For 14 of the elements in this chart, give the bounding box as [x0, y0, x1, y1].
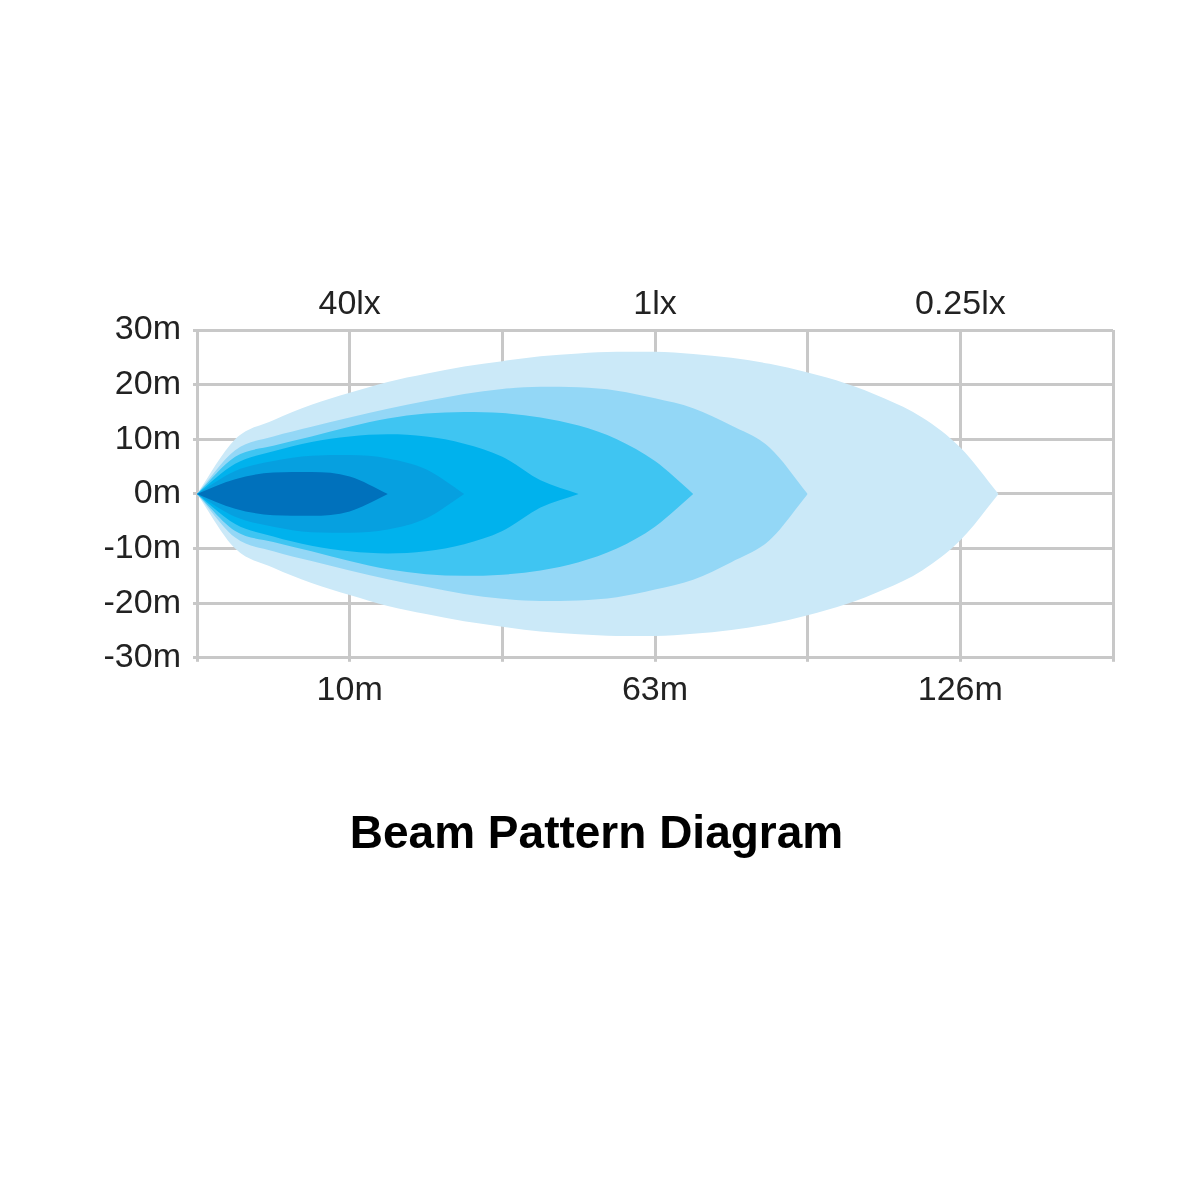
text: 40lx [318, 283, 381, 322]
y-tick-label: -20m [103, 581, 181, 620]
y-tick-label: -30m [103, 636, 181, 675]
y-tick-label: 10m [114, 417, 181, 456]
x-tick-label: 126m [917, 668, 1003, 707]
text: 0.25lx [914, 283, 1006, 322]
x-tick-label: 10m [316, 668, 383, 707]
y-tick-label: 20m [114, 363, 181, 402]
x-tick-label: 63m [621, 668, 689, 707]
y-tick-label: -10m [103, 526, 181, 565]
y-tick-label: 30m [114, 308, 181, 347]
text: 1lx [633, 283, 677, 322]
y-tick-label: 0m [133, 472, 181, 511]
text: Beam Pattern Diagram [349, 806, 844, 859]
